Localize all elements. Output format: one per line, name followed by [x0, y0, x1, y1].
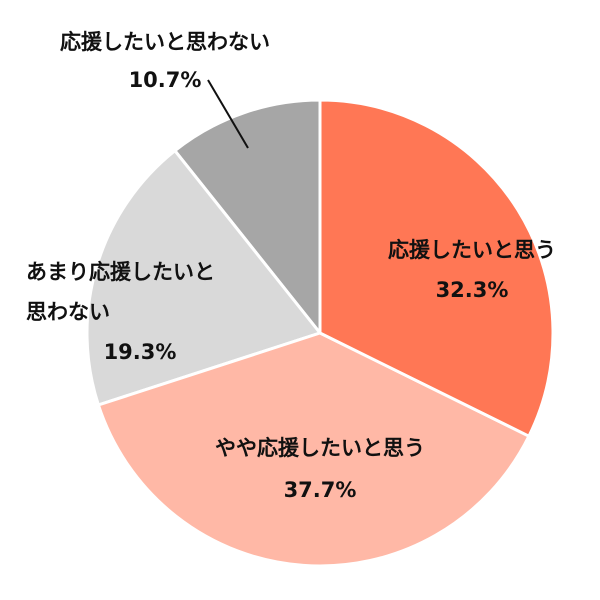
- pie-slice: [172, 98, 322, 338]
- value-label: 37.7%: [283, 478, 357, 502]
- slice-label: やや応援したいと思う: [215, 436, 425, 460]
- value-label: 10.7%: [128, 68, 202, 92]
- pie-slice: [318, 98, 555, 439]
- pie-slice: [85, 148, 323, 407]
- pie-slice: [96, 331, 531, 568]
- value-label: 32.3%: [435, 278, 509, 302]
- leader-line: [207, 79, 249, 149]
- slice-label: あまり応援したいと思わない: [26, 260, 215, 324]
- slice-label: 応援したいと思う: [388, 238, 556, 262]
- value-label: 19.3%: [103, 340, 177, 364]
- slice-label: 応援したいと思わない: [60, 30, 270, 54]
